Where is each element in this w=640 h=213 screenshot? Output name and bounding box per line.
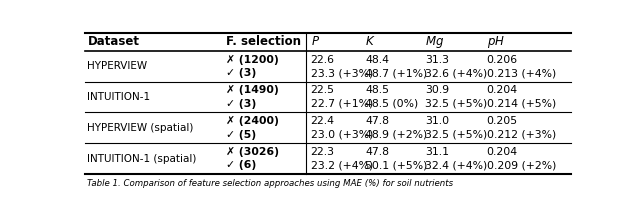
Text: 30.9: 30.9 bbox=[425, 85, 449, 95]
Text: 23.0 (+3%): 23.0 (+3%) bbox=[310, 130, 373, 140]
Text: 31.3: 31.3 bbox=[425, 55, 449, 65]
Text: ✓ (3): ✓ (3) bbox=[227, 99, 257, 109]
Text: 22.6: 22.6 bbox=[310, 55, 335, 65]
Text: Table 1. Comparison of feature selection approaches using MAE (%) for soil nutri: Table 1. Comparison of feature selection… bbox=[88, 179, 454, 188]
Text: ✗ (1200): ✗ (1200) bbox=[227, 55, 279, 65]
Text: 48.5 (0%): 48.5 (0%) bbox=[365, 99, 419, 109]
Text: 47.8: 47.8 bbox=[365, 116, 389, 126]
Text: Dataset: Dataset bbox=[88, 35, 140, 49]
Text: $P$: $P$ bbox=[310, 35, 320, 49]
Text: HYPERVIEW: HYPERVIEW bbox=[88, 61, 148, 71]
Text: 47.8: 47.8 bbox=[365, 147, 389, 157]
Text: 22.7 (+1%): 22.7 (+1%) bbox=[310, 99, 373, 109]
Text: 32.4 (+4%): 32.4 (+4%) bbox=[425, 160, 487, 170]
Text: INTUITION-1 (spatial): INTUITION-1 (spatial) bbox=[88, 154, 197, 164]
Text: 48.7 (+1%): 48.7 (+1%) bbox=[365, 68, 428, 78]
Text: $Mg$: $Mg$ bbox=[425, 34, 444, 50]
Text: 0.204: 0.204 bbox=[486, 85, 518, 95]
Text: 48.4: 48.4 bbox=[365, 55, 389, 65]
Text: ✗ (1490): ✗ (1490) bbox=[227, 85, 279, 95]
Text: 22.5: 22.5 bbox=[310, 85, 335, 95]
Text: 32.5 (+5%): 32.5 (+5%) bbox=[425, 99, 487, 109]
Text: 0.204: 0.204 bbox=[486, 147, 518, 157]
Text: ✗ (2400): ✗ (2400) bbox=[227, 116, 279, 126]
Text: 22.3: 22.3 bbox=[310, 147, 335, 157]
Text: 32.5 (+5%): 32.5 (+5%) bbox=[425, 130, 487, 140]
Text: 0.213 (+4%): 0.213 (+4%) bbox=[486, 68, 556, 78]
Text: 22.4: 22.4 bbox=[310, 116, 335, 126]
Text: 48.5: 48.5 bbox=[365, 85, 389, 95]
Text: 0.206: 0.206 bbox=[486, 55, 518, 65]
Text: ✓ (5): ✓ (5) bbox=[227, 130, 257, 140]
Text: 32.6 (+4%): 32.6 (+4%) bbox=[425, 68, 487, 78]
Text: 0.205: 0.205 bbox=[486, 116, 518, 126]
Text: 50.1 (+5%): 50.1 (+5%) bbox=[365, 160, 428, 170]
Text: 31.1: 31.1 bbox=[425, 147, 449, 157]
Text: 23.3 (+3%): 23.3 (+3%) bbox=[310, 68, 373, 78]
Text: INTUITION-1: INTUITION-1 bbox=[88, 92, 150, 102]
Text: 48.9 (+2%): 48.9 (+2%) bbox=[365, 130, 428, 140]
Text: 0.214 (+5%): 0.214 (+5%) bbox=[486, 99, 556, 109]
Text: ✓ (3): ✓ (3) bbox=[227, 68, 257, 78]
Text: 23.2 (+4%): 23.2 (+4%) bbox=[310, 160, 373, 170]
Text: $pH$: $pH$ bbox=[486, 34, 505, 50]
Text: HYPERVIEW (spatial): HYPERVIEW (spatial) bbox=[88, 123, 194, 133]
Text: 31.0: 31.0 bbox=[425, 116, 449, 126]
Text: ✗ (3026): ✗ (3026) bbox=[227, 147, 279, 157]
Text: $K$: $K$ bbox=[365, 35, 376, 49]
Text: F. selection: F. selection bbox=[227, 35, 301, 49]
Text: 0.209 (+2%): 0.209 (+2%) bbox=[486, 160, 556, 170]
Text: 0.212 (+3%): 0.212 (+3%) bbox=[486, 130, 556, 140]
Text: ✓ (6): ✓ (6) bbox=[227, 160, 257, 170]
